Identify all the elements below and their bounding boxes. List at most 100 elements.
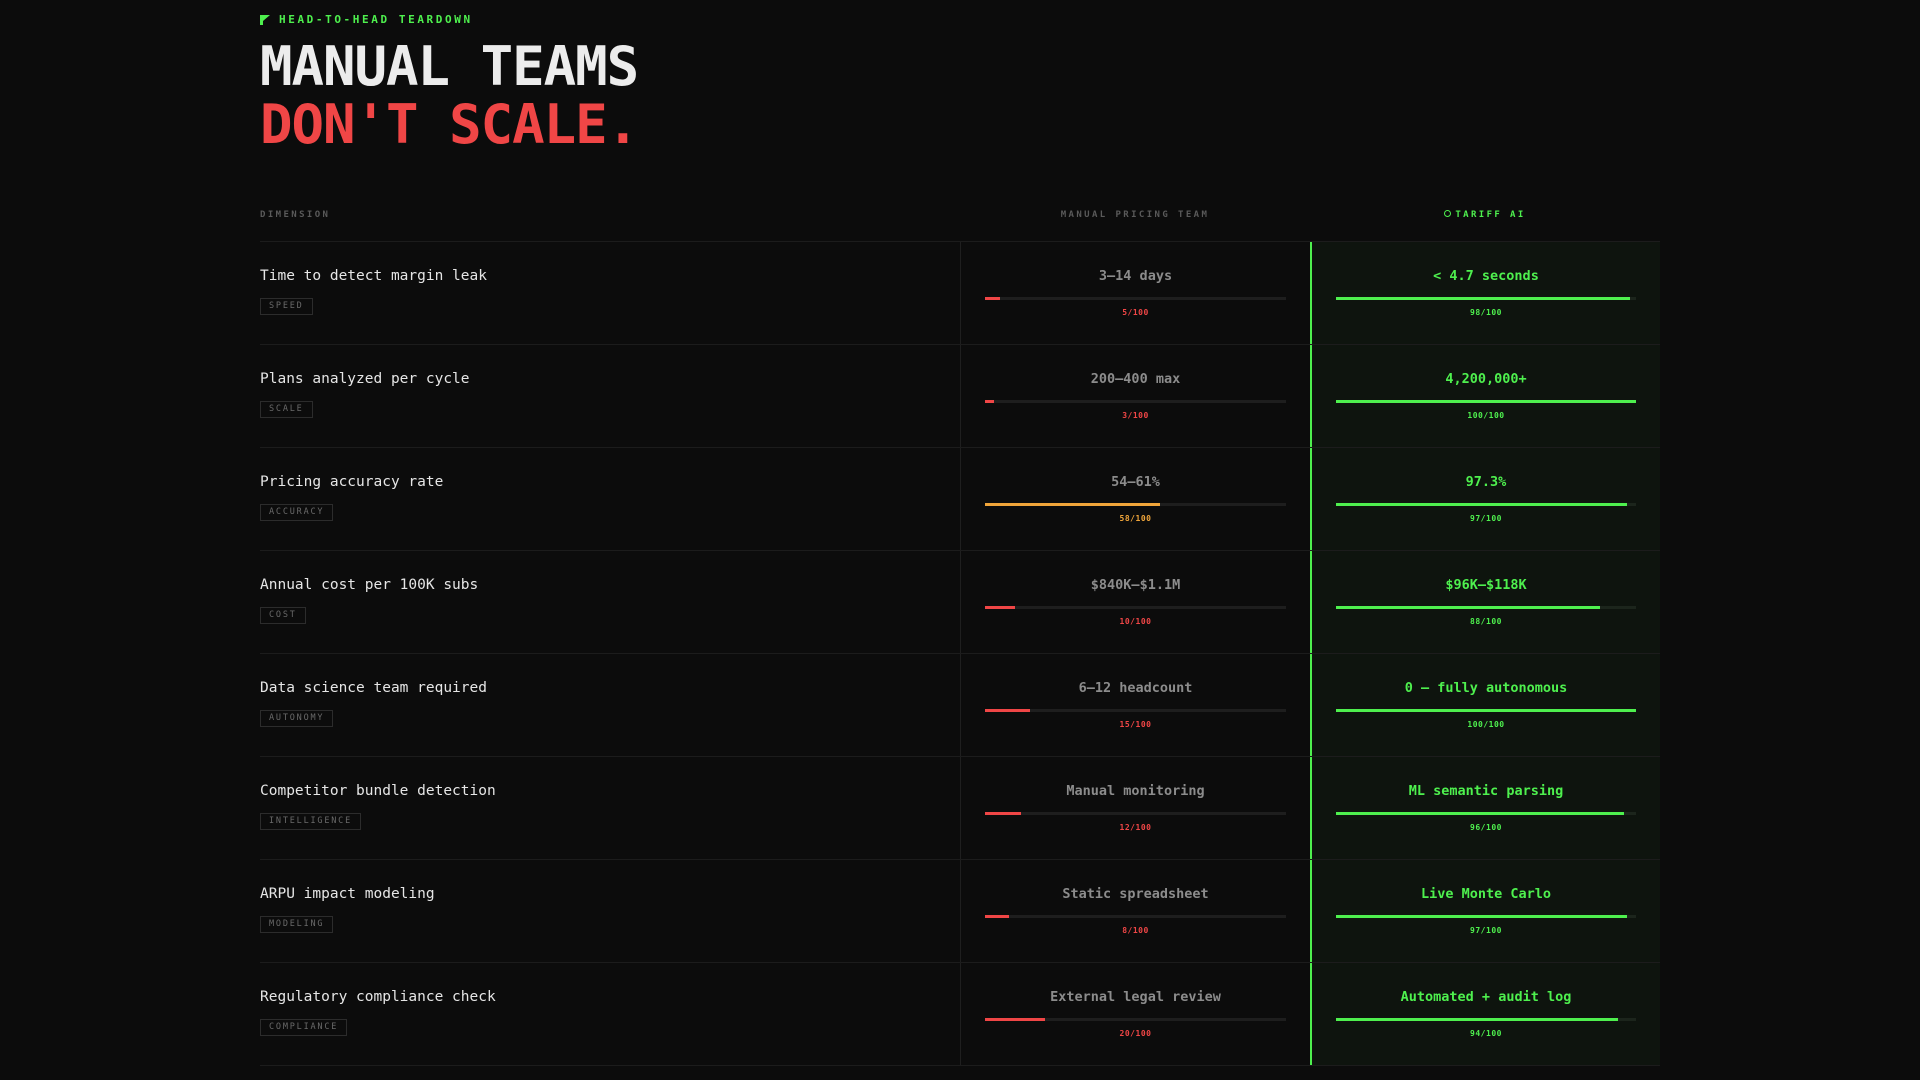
manual-score-label: 20/100 <box>1119 1029 1152 1038</box>
ai-score-track <box>1336 606 1636 609</box>
dimension-tag: INTELLIGENCE <box>260 813 362 830</box>
manual-cell: External legal review 20/100 <box>960 963 1310 1065</box>
ai-score-bar <box>1336 709 1636 712</box>
table-row: Competitor bundle detection INTELLIGENCE… <box>260 757 1660 860</box>
ai-cell: Automated + audit log 94/100 <box>1310 963 1660 1065</box>
dimension-tag: COST <box>260 607 306 624</box>
dimension-tag: SCALE <box>260 401 313 418</box>
manual-cell: 200–400 max 3/100 <box>960 345 1310 447</box>
manual-value: 6–12 headcount <box>1078 680 1193 696</box>
ai-score-label: 100/100 <box>1467 720 1505 729</box>
ai-score-track <box>1336 297 1636 300</box>
manual-value: Manual monitoring <box>1066 783 1205 799</box>
dimension-label: Annual cost per 100K subs <box>260 577 479 593</box>
ai-cell: 0 — fully autonomous 100/100 <box>1310 654 1660 756</box>
manual-score-bar <box>985 606 1016 609</box>
dimension-label: Time to detect margin leak <box>260 268 487 284</box>
ai-value: 4,200,000+ <box>1445 371 1527 387</box>
manual-cell: $840K–$1.1M 10/100 <box>960 551 1310 653</box>
ai-score-track <box>1336 1018 1636 1021</box>
dimension-label: Data science team required <box>260 680 487 696</box>
manual-score-bar <box>985 709 1031 712</box>
dimension-cell: Data science team required AUTONOMY <box>260 654 960 756</box>
manual-value: 3–14 days <box>1098 268 1173 284</box>
manual-score-track <box>985 606 1286 609</box>
ai-value: 97.3% <box>1465 474 1507 490</box>
dimension-label: Regulatory compliance check <box>260 989 496 1005</box>
manual-score-bar <box>985 503 1160 506</box>
ai-score-bar <box>1336 915 1627 918</box>
page-title: MANUAL TEAMS DON'T SCALE. <box>260 35 639 156</box>
manual-score-bar <box>985 297 1001 300</box>
dimension-cell: Time to detect margin leak SPEED <box>260 242 960 344</box>
dimension-cell: Competitor bundle detection INTELLIGENCE <box>260 757 960 859</box>
ai-cell: $96K–$118K 88/100 <box>1310 551 1660 653</box>
ai-cell: Live Monte Carlo 97/100 <box>1310 860 1660 962</box>
ai-score-track <box>1336 503 1636 506</box>
ai-score-label: 97/100 <box>1470 926 1502 935</box>
ai-score-bar <box>1336 297 1630 300</box>
manual-score-bar <box>985 1018 1046 1021</box>
manual-cell: 6–12 headcount 15/100 <box>960 654 1310 756</box>
ai-score-track <box>1336 400 1636 403</box>
manual-score-track <box>985 812 1286 815</box>
dimension-cell: Plans analyzed per cycle SCALE <box>260 345 960 447</box>
manual-cell: Manual monitoring 12/100 <box>960 757 1310 859</box>
manual-score-bar <box>985 915 1010 918</box>
dimension-tag: AUTONOMY <box>260 710 334 727</box>
dimension-cell: Pricing accuracy rate ACCURACY <box>260 448 960 550</box>
table-row: Data science team required AUTONOMY 6–12… <box>260 654 1660 757</box>
manual-cell: Static spreadsheet 8/100 <box>960 860 1310 962</box>
ai-score-label: 88/100 <box>1470 617 1502 626</box>
ai-score-label: 98/100 <box>1470 308 1502 317</box>
ai-value: $96K–$118K <box>1445 577 1527 593</box>
manual-score-label: 12/100 <box>1119 823 1152 832</box>
ai-cell: ML semantic parsing 96/100 <box>1310 757 1660 859</box>
table-row: Time to detect margin leak SPEED 3–14 da… <box>260 242 1660 345</box>
manual-score-bar <box>985 812 1022 815</box>
manual-score-label: 3/100 <box>1122 411 1149 420</box>
dimension-label: Plans analyzed per cycle <box>260 371 470 387</box>
manual-score-bar <box>985 400 995 403</box>
manual-score-track <box>985 709 1286 712</box>
column-header-ai-label: TARIFF AI <box>1455 210 1526 220</box>
dimension-tag: SPEED <box>260 298 313 315</box>
table-row: Plans analyzed per cycle SCALE 200–400 m… <box>260 345 1660 448</box>
dot-icon <box>1444 210 1452 217</box>
manual-score-label: 8/100 <box>1122 926 1149 935</box>
ai-score-bar <box>1336 1018 1618 1021</box>
dimension-tag: COMPLIANCE <box>260 1019 348 1036</box>
manual-value: Static spreadsheet <box>1062 886 1209 902</box>
manual-value: 54–61% <box>1111 474 1160 490</box>
manual-score-track <box>985 915 1286 918</box>
column-header-ai: TARIFF AI <box>1310 210 1660 220</box>
ai-cell: < 4.7 seconds 98/100 <box>1310 242 1660 344</box>
ai-score-label: 94/100 <box>1470 1029 1502 1038</box>
manual-score-track <box>985 297 1286 300</box>
title-line-1: MANUAL TEAMS <box>260 35 639 98</box>
flag-icon <box>260 14 270 25</box>
dimension-cell: Annual cost per 100K subs COST <box>260 551 960 653</box>
ai-score-bar <box>1336 503 1627 506</box>
table-header: DIMENSION MANUAL PRICING TEAM TARIFF AI <box>260 210 1660 224</box>
manual-cell: 3–14 days 5/100 <box>960 242 1310 344</box>
manual-score-track <box>985 1018 1286 1021</box>
manual-score-track <box>985 400 1286 403</box>
table-row: Annual cost per 100K subs COST $840K–$1.… <box>260 551 1660 654</box>
eyebrow: HEAD-TO-HEAD TEARDOWN <box>260 13 473 26</box>
ai-score-track <box>1336 915 1636 918</box>
manual-cell: 54–61% 58/100 <box>960 448 1310 550</box>
dimension-cell: ARPU impact modeling MODELING <box>260 860 960 962</box>
eyebrow-label: HEAD-TO-HEAD TEARDOWN <box>279 13 473 26</box>
manual-value: $840K–$1.1M <box>1090 577 1181 593</box>
table-row: ARPU impact modeling MODELING Static spr… <box>260 860 1660 963</box>
title-line-2: DON'T SCALE. <box>260 93 639 156</box>
ai-score-track <box>1336 709 1636 712</box>
dimension-label: ARPU impact modeling <box>260 886 435 902</box>
manual-score-label: 5/100 <box>1122 308 1149 317</box>
manual-score-label: 58/100 <box>1119 514 1152 523</box>
dimension-tag: ACCURACY <box>260 504 334 521</box>
ai-cell: 4,200,000+ 100/100 <box>1310 345 1660 447</box>
column-header-dimension: DIMENSION <box>260 210 331 220</box>
